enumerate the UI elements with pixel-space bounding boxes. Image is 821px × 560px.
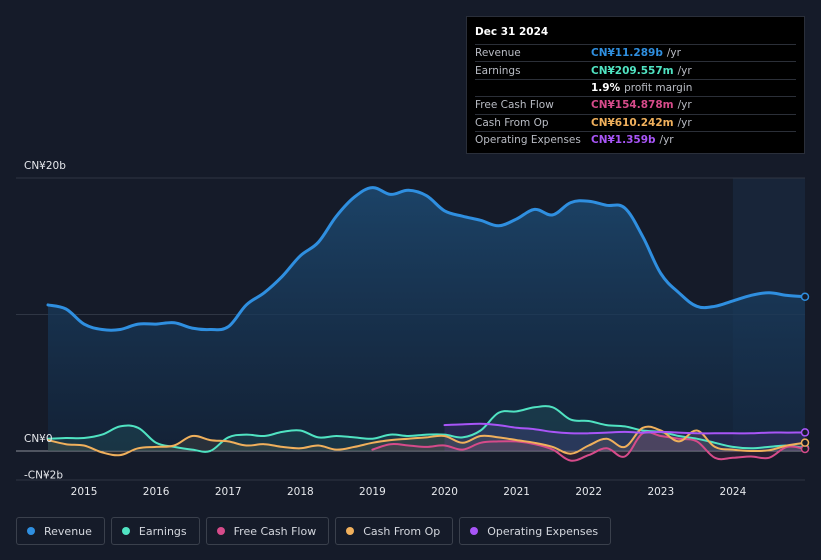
legend-item-cash-from-op[interactable]: Cash From Op [335,517,454,545]
tooltip-row-label: Cash From Op [475,116,549,129]
y-tick-label: -CN¥2b [24,469,63,481]
tooltip-row: Cash From Op CN¥610.242m/yr [475,113,796,131]
x-tick-label: 2018 [287,486,314,498]
tooltip-row: Revenue CN¥11.289b/yr [475,44,796,61]
operating-expenses-end-marker [800,428,810,437]
tooltip-row: Earnings CN¥209.557m/yr [475,61,796,78]
cash-from-op-line [47,425,806,457]
tooltip-row: Operating Expenses CN¥1.359b/yr [475,130,796,148]
tooltip-row-value: CN¥610.242m [591,116,674,129]
tooltip-row-label: Revenue [475,47,521,60]
tooltip-rows: Revenue CN¥11.289b/yr Earnings CN¥209.557m /… [475,44,796,148]
legend-label: Revenue [44,524,92,538]
legend-dot-icon [27,527,35,535]
legend-item-revenue[interactable]: Revenue [16,517,105,545]
tooltip-row-unit: profit margin [624,81,693,94]
tooltip-row-value: CN¥209.557m [591,64,674,77]
x-tick-label: 2022 [575,486,602,498]
x-tick-label: 2021 [503,486,530,498]
revenue-line [46,186,807,332]
x-tick-label: 2016 [143,486,170,498]
legend-dot-icon [346,527,355,535]
revenue-end-marker [800,292,810,302]
x-tick-label: 2024 [720,486,747,498]
x-tick-label: 2015 [71,486,98,498]
tooltip-row-value: CN¥11.289b [591,47,663,60]
y-tick-label: CN¥0 [24,433,53,445]
cash-from-op-area [48,426,805,456]
legend-label: Operating Expenses [487,524,599,538]
earnings-line [47,405,806,453]
legend-item-earnings[interactable]: Earnings [110,517,200,545]
legend-item-free-cash-flow[interactable]: Free Cash Flow [205,517,330,545]
x-tick-label: 2017 [215,486,242,498]
tooltip-row-unit: /yr [677,64,692,77]
legend-label: Cash From Op [363,524,441,538]
tooltip-row-unit: /yr [659,134,674,147]
tooltip-row-label: Free Cash Flow [475,99,554,112]
legend-label: Free Cash Flow [233,524,317,538]
tooltip-date: Dec 31 2024 [475,26,549,38]
legend-item-operating-expenses[interactable]: Operating Expenses [459,517,612,545]
free-cash-flow-line [371,431,806,462]
tooltip-row-value: 1.9% [591,81,621,94]
tooltip-row-value: CN¥1.359b [591,134,656,147]
legend-dot-icon [216,527,225,535]
x-tick-label: 2019 [359,486,386,498]
legend-label: Earnings [138,524,187,538]
x-tick-label: 2020 [431,486,458,498]
legend-dot-icon [121,527,130,535]
cash-from-op-end-marker [800,438,810,447]
legend-dot-icon [470,527,479,535]
x-tick-label: 2023 [647,486,674,498]
tooltip-row: 1.9% profit margin [475,78,796,96]
tooltip-row-value: CN¥154.878m [591,99,674,112]
earnings-area [48,406,805,452]
tooltip-row-unit: /yr [677,99,692,112]
tooltip-row-unit: /yr [677,116,692,129]
y-tick-label: CN¥20b [24,160,66,172]
operating-expenses-line [443,422,806,435]
tooltip-row-label: Operating Expenses [475,134,581,147]
chart-legend: Revenue Earnings Free Cash Flow Cash From O… [16,517,612,545]
revenue-area [48,187,805,452]
tooltip-row-unit: /yr [666,47,681,60]
tooltip-row: Free Cash Flow CN¥154.878m/yr [475,96,796,113]
tooltip-row-label: Earnings [475,64,521,77]
tooltip-panel: Dec 31 2024 Revenue CN¥11.289b/yr Earnings… [466,16,805,154]
